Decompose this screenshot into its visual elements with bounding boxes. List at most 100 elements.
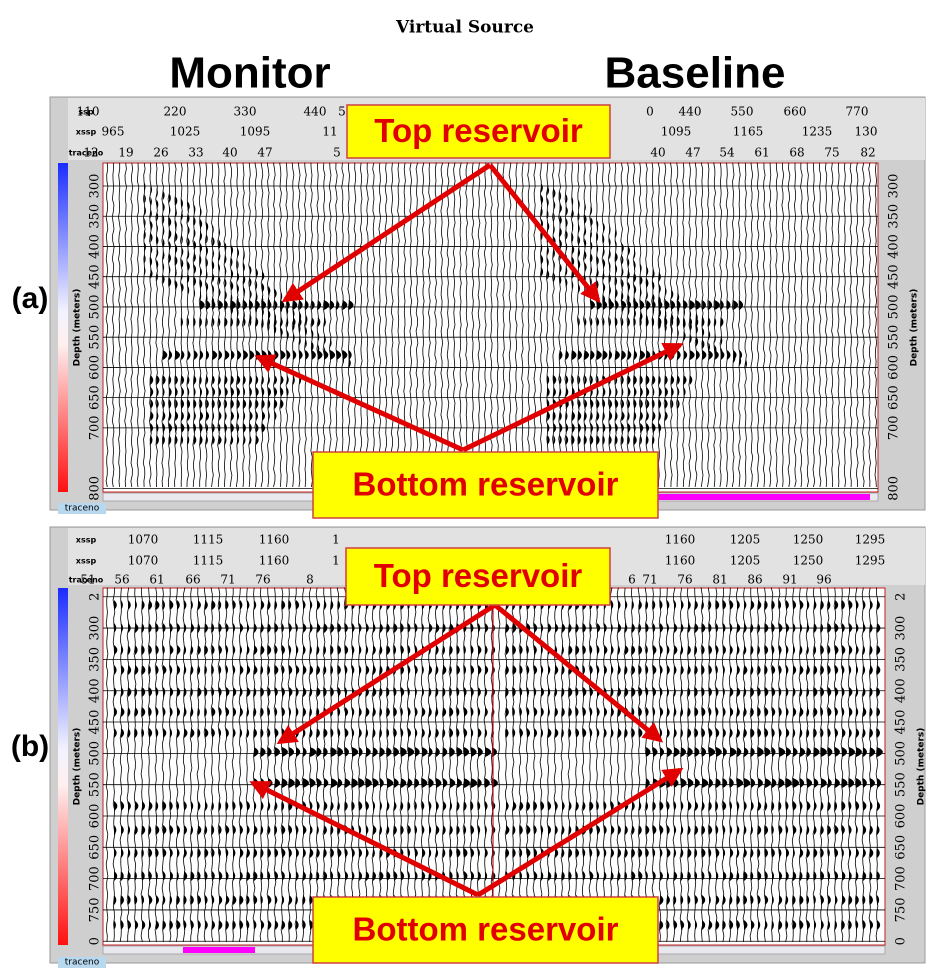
wiggle-lobe bbox=[702, 317, 705, 327]
wiggle-lobe bbox=[156, 825, 160, 835]
wiggle-lobe bbox=[348, 300, 354, 310]
wiggle-lobe bbox=[184, 645, 187, 655]
wiggle-lobe bbox=[609, 317, 612, 327]
wiggle-lobe bbox=[583, 687, 587, 697]
wiggle-lobe bbox=[478, 825, 481, 835]
trace bbox=[533, 162, 537, 488]
wiggle-lobe bbox=[121, 920, 124, 930]
wiggle-lobe bbox=[604, 871, 607, 881]
wiggle-lobe bbox=[683, 317, 686, 327]
wiggle-lobe bbox=[299, 350, 303, 360]
wiggle-lobe bbox=[730, 848, 734, 858]
wiggle-lobe bbox=[590, 645, 593, 655]
wiggle-lobe bbox=[702, 600, 704, 610]
wiggle-lobe bbox=[702, 300, 706, 310]
wiggle-lobe bbox=[429, 623, 433, 633]
wiggle-lobe bbox=[584, 202, 586, 213]
wiggle-lobe bbox=[464, 825, 467, 835]
wiggle-lobe bbox=[727, 300, 731, 310]
wiggle-lobe bbox=[828, 778, 832, 788]
wiggle-lobe bbox=[849, 687, 853, 697]
wiggle-lobe bbox=[562, 707, 565, 717]
wiggle-lobe bbox=[254, 687, 257, 697]
wiggle-lobe bbox=[870, 707, 873, 717]
wiggle-lobe bbox=[821, 848, 824, 858]
trace bbox=[637, 587, 641, 943]
wiggle-lobe bbox=[547, 197, 549, 208]
wiggle-lobe bbox=[597, 825, 600, 835]
wiggle-lobe bbox=[547, 245, 549, 256]
wiggle-lobe bbox=[268, 645, 272, 655]
trace bbox=[245, 587, 249, 943]
wiggle-lobe bbox=[200, 387, 202, 397]
trace bbox=[105, 162, 109, 488]
wiggle-lobe bbox=[800, 801, 803, 811]
header-value: 81 bbox=[712, 573, 727, 587]
wiggle-lobe bbox=[373, 645, 376, 655]
wiggle-lobe bbox=[324, 728, 328, 738]
wiggle-lobe bbox=[485, 871, 488, 881]
wiggle-lobe bbox=[632, 600, 634, 610]
wiggle-lobe bbox=[149, 848, 153, 858]
wiggle-lobe bbox=[695, 687, 698, 697]
wiggle-lobe bbox=[652, 300, 656, 310]
wiggle-lobe bbox=[170, 645, 174, 655]
trace bbox=[602, 587, 606, 943]
header-value: 56 bbox=[114, 573, 129, 587]
wiggle-lobe bbox=[247, 707, 249, 717]
trace bbox=[203, 587, 207, 943]
wiggle-lobe bbox=[293, 332, 295, 343]
wiggle-lobe bbox=[611, 707, 614, 717]
wiggle-lobe bbox=[233, 665, 236, 675]
wiggle-lobe bbox=[156, 375, 160, 385]
wiggle-lobe bbox=[534, 728, 538, 738]
wiggle-lobe bbox=[408, 665, 411, 675]
wiggle-lobe bbox=[597, 848, 600, 858]
wiggle-lobe bbox=[758, 825, 762, 835]
wiggle-lobe bbox=[331, 871, 334, 881]
wiggle-lobe bbox=[478, 687, 481, 697]
wiggle-lobe bbox=[863, 920, 866, 930]
wiggle-lobe bbox=[336, 300, 340, 310]
wiggle-lobe bbox=[660, 645, 663, 655]
wiggle-lobe bbox=[621, 350, 626, 360]
wiggle-lobe bbox=[821, 645, 824, 655]
wiggle-lobe bbox=[627, 257, 630, 268]
wiggle-lobe bbox=[737, 895, 740, 905]
wiggle-lobe bbox=[121, 623, 124, 633]
wiggle-lobe bbox=[296, 623, 298, 633]
wiggle-lobe bbox=[310, 895, 313, 905]
trace bbox=[328, 162, 332, 488]
wiggle-lobe bbox=[632, 665, 636, 675]
wiggle-lobe bbox=[723, 747, 727, 757]
wiggle-lobe bbox=[156, 435, 159, 445]
wiggle-lobe bbox=[262, 282, 265, 293]
wiggle-lobe bbox=[772, 920, 774, 930]
wiggle-lobe bbox=[590, 265, 593, 276]
wiggle-lobe bbox=[646, 707, 649, 717]
wiggle-lobe bbox=[590, 871, 594, 881]
wiggle-lobe bbox=[317, 728, 320, 738]
wiggle-lobe bbox=[640, 423, 644, 433]
wiggle-lobe bbox=[758, 895, 761, 905]
wiggle-lobe bbox=[338, 687, 341, 697]
wiggle-lobe bbox=[128, 687, 132, 697]
wiggle-lobe bbox=[772, 747, 776, 757]
wiggle-lobe bbox=[618, 600, 621, 610]
trace bbox=[874, 162, 878, 488]
wiggle-lobe bbox=[303, 895, 306, 905]
wiggle-lobe bbox=[317, 600, 321, 610]
wiggle-lobe bbox=[779, 920, 783, 930]
wiggle-lobe bbox=[751, 728, 755, 738]
wiggle-lobe bbox=[807, 920, 811, 930]
wiggle-lobe bbox=[814, 728, 817, 738]
wiggle-lobe bbox=[345, 645, 349, 655]
wiggle-lobe bbox=[156, 600, 160, 610]
wiggle-lobe bbox=[534, 825, 537, 835]
wiggle-traces bbox=[105, 162, 878, 488]
wiggle-lobe bbox=[681, 600, 684, 610]
wiggle-lobe bbox=[814, 687, 818, 697]
wiggle-lobe bbox=[677, 317, 680, 327]
trace bbox=[731, 162, 735, 488]
wiggle-lobe bbox=[170, 600, 174, 610]
